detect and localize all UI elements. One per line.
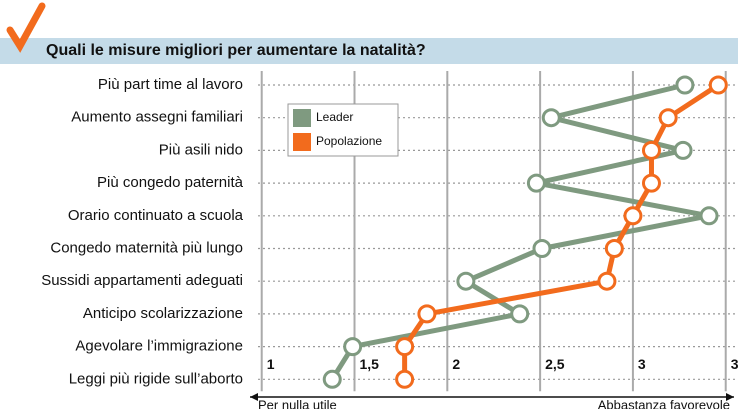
- legend-label: Leader: [316, 110, 353, 124]
- category-label: Congedo maternità più lungo: [50, 239, 243, 256]
- category-label: Sussidi appartamenti adeguati: [41, 272, 243, 289]
- point: [660, 110, 676, 126]
- legend-label: Popolazione: [316, 134, 382, 148]
- point: [543, 110, 559, 126]
- category-label: Leggi più rigide sull’aborto: [69, 370, 243, 387]
- point: [710, 77, 726, 93]
- x-tick-label: 3,5: [731, 356, 738, 372]
- category-label: Più congedo paternità: [97, 174, 244, 191]
- point: [324, 371, 340, 387]
- point: [643, 142, 659, 158]
- category-label: Orario continuato a scuola: [68, 207, 244, 224]
- point: [675, 142, 691, 158]
- category-label: Anticipo scolarizzazione: [83, 305, 243, 322]
- point: [599, 273, 615, 289]
- x-tick-label: 3: [638, 356, 646, 372]
- axis-note-right: Abbastanza favorevole: [598, 397, 730, 409]
- point: [512, 306, 528, 322]
- chart: Quali le misure migliori per aumentare l…: [0, 0, 738, 409]
- category-label: Più part time al lavoro: [98, 76, 243, 93]
- x-tick-label: 1,5: [360, 356, 380, 372]
- point: [677, 77, 693, 93]
- category-label: Aumento assegni familiari: [71, 109, 243, 126]
- x-tick-label: 2: [452, 356, 460, 372]
- point: [397, 339, 413, 355]
- point: [397, 371, 413, 387]
- legend-swatch: [293, 133, 311, 151]
- series-line: [405, 85, 719, 379]
- category-label: Agevolare l’immigrazione: [75, 338, 243, 355]
- point: [528, 175, 544, 191]
- point: [419, 306, 435, 322]
- point: [701, 208, 717, 224]
- category-label: Più asili nido: [159, 141, 243, 158]
- point: [625, 208, 641, 224]
- axis-note-left: Per nulla utile: [258, 397, 337, 409]
- x-tick-label: 2,5: [545, 356, 565, 372]
- point: [345, 339, 361, 355]
- legend-swatch: [293, 109, 311, 127]
- point: [458, 273, 474, 289]
- x-tick-label: 1: [267, 356, 275, 372]
- point: [606, 241, 622, 257]
- point: [534, 241, 550, 257]
- chart-title: Quali le misure migliori per aumentare l…: [46, 42, 426, 59]
- point: [643, 175, 659, 191]
